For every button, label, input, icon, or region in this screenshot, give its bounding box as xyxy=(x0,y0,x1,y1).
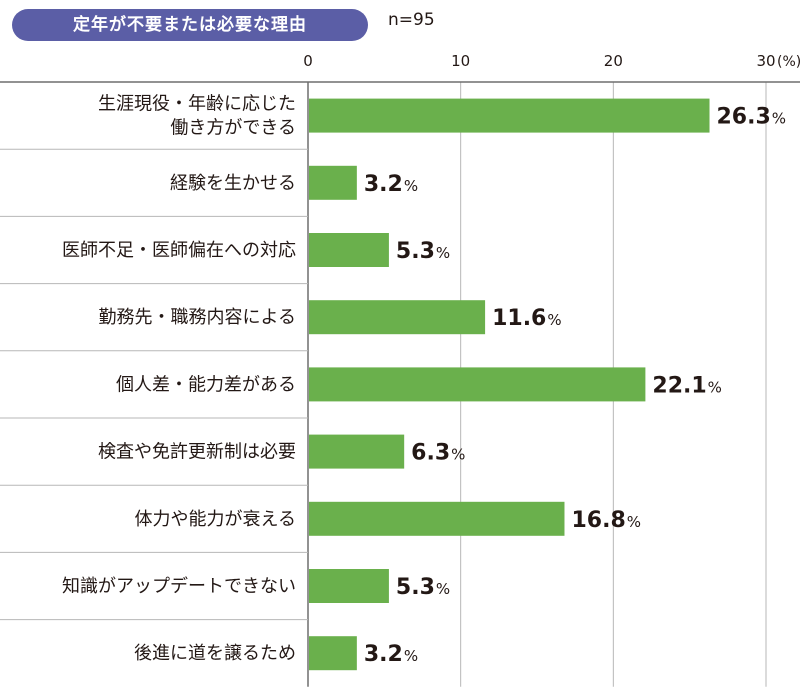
category-label: 後進に道を譲るため xyxy=(134,643,296,664)
bar xyxy=(309,501,565,536)
bar xyxy=(309,569,389,603)
value-label: 5.3% xyxy=(396,239,450,264)
value-label: 26.3% xyxy=(717,105,787,130)
value-label: 5.3% xyxy=(396,575,450,600)
sample-size: n=95 xyxy=(388,10,435,30)
category-label: 経験を生かせる xyxy=(170,173,296,194)
value-label: 11.6% xyxy=(492,306,562,331)
category-label: 検査や免許更新制は必要 xyxy=(98,442,296,463)
value-label: 3.2% xyxy=(364,642,418,667)
value-label: 16.8% xyxy=(571,508,641,533)
category-label: 個人差・能力差がある xyxy=(116,374,296,395)
bar xyxy=(309,300,486,335)
bar xyxy=(309,636,357,671)
value-label: 3.2% xyxy=(364,172,418,197)
x-tick-label: 20 xyxy=(604,52,623,70)
bar xyxy=(309,434,405,469)
x-tick-label: 30 xyxy=(756,52,775,70)
value-label: 22.1% xyxy=(652,373,722,398)
category-label: 知識がアップデートできない xyxy=(62,576,296,597)
bar xyxy=(309,233,389,267)
chart-title: 定年が不要または必要な理由 xyxy=(12,9,368,41)
bar xyxy=(309,98,710,133)
bar xyxy=(309,165,357,200)
category-label: 勤務先・職務内容による xyxy=(99,307,296,328)
x-tick-label: 10 xyxy=(451,52,470,70)
category-label: 医師不足・医師偏在への対応 xyxy=(62,240,296,261)
x-axis-unit: (%) xyxy=(777,54,800,70)
value-label: 6.3% xyxy=(411,441,465,466)
category-label: 生涯現役・年齢に応じた働き方ができる xyxy=(98,94,296,139)
category-label: 体力や能力が衰える xyxy=(135,509,296,530)
x-tick-label: 0 xyxy=(303,52,313,70)
bar xyxy=(309,367,646,402)
